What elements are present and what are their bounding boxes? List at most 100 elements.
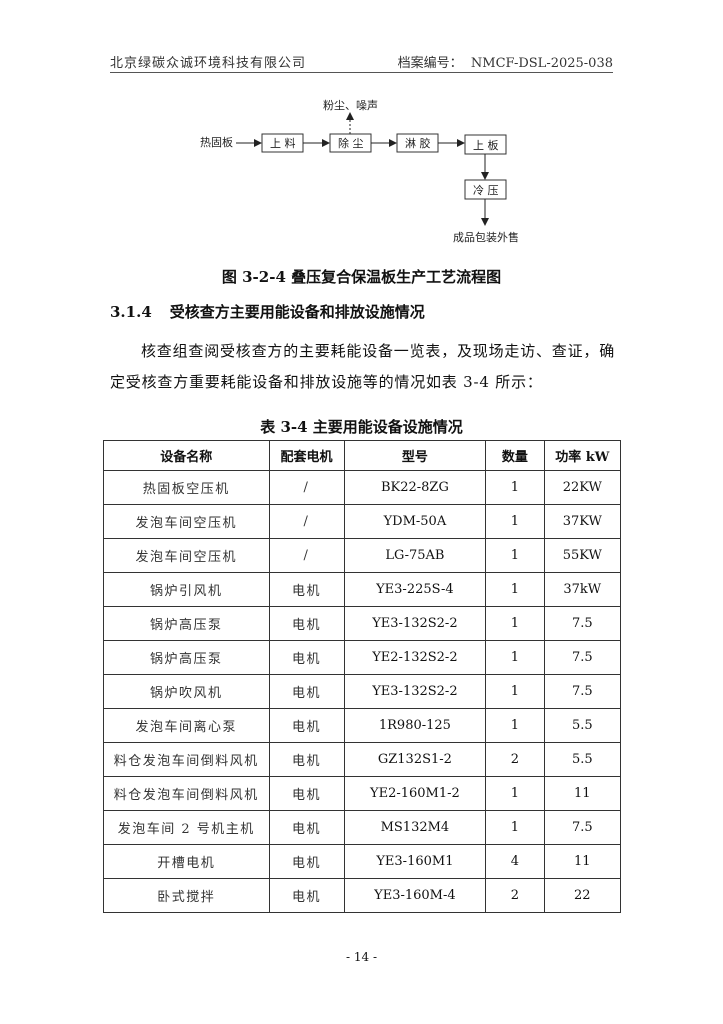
- table-cell: 开槽电机: [103, 844, 270, 879]
- svg-text:上 板: 上 板: [473, 138, 499, 152]
- flow-step-board: 上 板: [464, 134, 507, 155]
- column-header: 型号: [343, 440, 487, 471]
- table-row: 发泡车间空压机 / LG-75AB 1 55KW: [103, 538, 622, 573]
- table-cell: /: [268, 538, 345, 573]
- table-row: 锅炉引风机 电机 YE3-225S-4 1 37kW: [103, 572, 622, 607]
- table-row: 卧式搅拌 电机 YE3-160M-4 2 22: [103, 878, 622, 913]
- table-cell: 锅炉吹风机: [103, 674, 270, 709]
- table-cell: 2: [485, 742, 545, 777]
- table-cell: 37KW: [543, 504, 622, 539]
- table-cell: YDM-50A: [343, 504, 487, 539]
- table-cell: 热固板空压机: [103, 470, 270, 505]
- table-cell: 7.5: [543, 640, 622, 675]
- table-cell: 4: [485, 844, 545, 879]
- table-row: 料仓发泡车间倒料风机 电机 YE2-160M1-2 1 11: [103, 776, 622, 811]
- table-cell: 发泡车间离心泵: [103, 708, 270, 743]
- table-cell: 1: [485, 606, 545, 641]
- table-cell: 电机: [268, 776, 345, 811]
- table-cell: 7.5: [543, 606, 622, 641]
- table-cell: 发泡车间空压机: [103, 538, 270, 573]
- table-cell: YE3-132S2-2: [343, 674, 487, 709]
- section-heading: 3.1.4 受核查方主要用能设备和排放设施情况: [110, 301, 443, 322]
- table-cell: /: [268, 470, 345, 505]
- table-cell: 11: [543, 844, 622, 879]
- table-cell: 料仓发泡车间倒料风机: [103, 776, 270, 811]
- column-header: 设备名称: [103, 440, 270, 471]
- flow-step-cold-press: 冷 压: [464, 179, 507, 200]
- svg-text:除 尘: 除 尘: [338, 136, 364, 150]
- table-caption: 表 3-4 主要用能设备设施情况: [260, 418, 463, 436]
- table-cell: LG-75AB: [343, 538, 487, 573]
- table-cell: 电机: [268, 640, 345, 675]
- table-cell: YE3-160M1: [343, 844, 487, 879]
- table-row: 锅炉高压泵 电机 YE2-132S2-2 1 7.5: [103, 640, 622, 675]
- page-header: 北京绿碳众诚环境科技有限公司 档案编号： NMCF-DSL-2025-038: [110, 50, 613, 73]
- table-cell: 发泡车间空压机: [103, 504, 270, 539]
- table-cell: 电机: [268, 844, 345, 879]
- table-cell: 1: [485, 538, 545, 573]
- table-cell: 电机: [268, 708, 345, 743]
- column-header: 功率 kW: [543, 440, 622, 471]
- table-cell: 1: [485, 640, 545, 675]
- table-row: 发泡车间空压机 / YDM-50A 1 37KW: [103, 504, 622, 539]
- table-row: 锅炉高压泵 电机 YE3-132S2-2 1 7.5: [103, 606, 622, 641]
- table-cell: 卧式搅拌: [103, 878, 270, 913]
- flow-step-glue: 淋 胶: [396, 133, 439, 153]
- flow-input: 热固板: [200, 135, 233, 149]
- process-flow-diagram: 热固板 上 料 除 尘 粉尘、噪声 淋 胶 上 板 冷 压 成品包装外售: [200, 98, 519, 244]
- table-cell: 发泡车间 2 号机主机: [103, 810, 270, 845]
- table-row: 发泡车间 2 号机主机 电机 MS132M4 1 7.5: [103, 810, 622, 845]
- table-cell: YE2-132S2-2: [343, 640, 487, 675]
- svg-text:上 料: 上 料: [270, 136, 296, 150]
- table-cell: 电机: [268, 878, 345, 913]
- doc-number-value: NMCF-DSL-2025-038: [470, 56, 613, 71]
- page-number: - 14 -: [345, 950, 377, 964]
- flow-step-dedust: 除 尘: [329, 133, 372, 153]
- table-cell: YE3-132S2-2: [343, 606, 487, 641]
- table-cell: 锅炉引风机: [103, 572, 270, 607]
- figure-caption: 图 3-2-4 叠压复合保温板生产工艺流程图: [221, 268, 502, 286]
- column-header: 数量: [485, 440, 545, 471]
- table-cell: 5.5: [543, 742, 622, 777]
- column-header: 配套电机: [268, 440, 345, 471]
- table-cell: 1: [485, 504, 545, 539]
- table-cell: /: [268, 504, 345, 539]
- svg-text:淋 胶: 淋 胶: [405, 136, 431, 150]
- table-cell: 2: [485, 878, 545, 913]
- table-cell: 1R980-125: [343, 708, 487, 743]
- table-cell: 锅炉高压泵: [103, 640, 270, 675]
- doc-number: 档案编号： NMCF-DSL-2025-038: [398, 52, 613, 71]
- table-cell: 电机: [268, 674, 345, 709]
- table-cell: BK22-8ZG: [343, 470, 487, 505]
- table-cell: 电机: [268, 810, 345, 845]
- table-cell: 7.5: [543, 674, 622, 709]
- table-cell: MS132M4: [343, 810, 487, 845]
- equipment-table: 设备名称 配套电机 型号 数量 功率 kW 热固板空压机 / BK22-8ZG 1 22KW 发泡…: [103, 440, 622, 913]
- table-cell: 1: [485, 674, 545, 709]
- table-cell: 电机: [268, 606, 345, 641]
- table-cell: 22: [543, 878, 622, 913]
- body-paragraph: 核查组查阅受核查方的主要耗能设备一览表，及现场走访、查证，确定受核查方重要耗能设…: [110, 342, 616, 391]
- table-row: 发泡车间离心泵 电机 1R980-125 1 5.5: [103, 708, 622, 743]
- table-cell: 5.5: [543, 708, 622, 743]
- flow-step-feed: 上 料: [261, 133, 304, 153]
- table-cell: 1: [485, 776, 545, 811]
- table-cell: YE2-160M1-2: [343, 776, 487, 811]
- section-number: 3.1.4: [110, 303, 152, 321]
- flow-output: 成品包装外售: [453, 230, 519, 244]
- table-cell: 料仓发泡车间倒料风机: [103, 742, 270, 777]
- table-cell: 电机: [268, 572, 345, 607]
- table-row: 锅炉吹风机 电机 YE3-132S2-2 1 7.5: [103, 674, 622, 709]
- table-cell: 1: [485, 810, 545, 845]
- table-cell: 1: [485, 470, 545, 505]
- table-cell: YE3-160M-4: [343, 878, 487, 913]
- table-cell: 1: [485, 572, 545, 607]
- table-row: 热固板空压机 / BK22-8ZG 1 22KW: [103, 470, 622, 505]
- table-header-row: 设备名称 配套电机 型号 数量 功率 kW: [103, 440, 622, 471]
- table-row: 开槽电机 电机 YE3-160M1 4 11: [103, 844, 622, 879]
- company-name: 北京绿碳众诚环境科技有限公司: [110, 56, 307, 71]
- table-cell: YE3-225S-4: [343, 572, 487, 607]
- table-cell: 7.5: [543, 810, 622, 845]
- table-row: 料仓发泡车间倒料风机 电机 GZ132S1-2 2 5.5: [103, 742, 622, 777]
